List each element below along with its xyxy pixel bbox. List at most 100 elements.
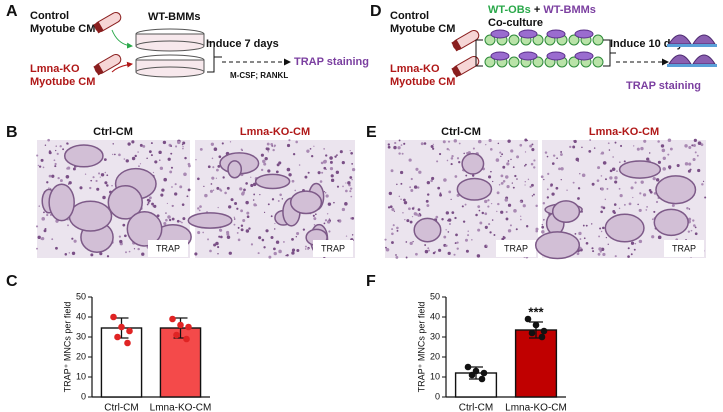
speck	[264, 156, 268, 161]
speck	[71, 251, 76, 256]
cell-blob	[227, 160, 243, 179]
speck	[92, 176, 95, 179]
speck	[447, 251, 451, 256]
speck	[692, 143, 696, 147]
speck	[342, 185, 344, 188]
speck	[490, 202, 493, 205]
coculture-icon	[484, 29, 604, 68]
speck	[655, 200, 659, 204]
speck	[278, 161, 282, 165]
speck	[463, 152, 465, 155]
speck	[583, 237, 586, 240]
speck	[321, 171, 324, 174]
speck	[137, 151, 139, 153]
speck	[465, 174, 468, 177]
speck	[602, 226, 605, 230]
speck	[228, 205, 232, 209]
tube-icon	[451, 56, 480, 78]
speck	[106, 255, 110, 258]
speck	[614, 180, 618, 184]
data-point	[464, 363, 472, 371]
speck	[336, 154, 338, 156]
speck	[210, 183, 213, 185]
speck	[513, 209, 517, 213]
speck	[524, 163, 527, 166]
speck	[600, 175, 603, 177]
speck	[165, 218, 168, 222]
speck	[426, 204, 430, 208]
speck	[246, 211, 250, 215]
speck	[484, 225, 488, 229]
speck	[487, 199, 490, 202]
speck	[127, 142, 131, 146]
speck	[607, 142, 610, 145]
speck	[259, 194, 261, 196]
speck	[241, 149, 243, 151]
speck	[59, 145, 62, 148]
speck	[405, 256, 408, 259]
speck	[456, 247, 459, 250]
speck	[509, 224, 512, 227]
speck	[605, 237, 608, 239]
data-point	[538, 333, 546, 341]
osteoclast	[692, 34, 716, 45]
speck	[90, 179, 93, 182]
readout-label: TRAP staining	[626, 80, 701, 92]
speck	[55, 145, 57, 147]
speck	[445, 244, 448, 247]
speck	[475, 213, 478, 217]
speck	[619, 161, 621, 163]
speck	[446, 147, 449, 151]
speck	[395, 255, 399, 259]
speck	[336, 185, 340, 188]
cell-blob	[413, 217, 442, 243]
speck	[199, 205, 202, 208]
speck	[204, 193, 208, 198]
speck	[618, 187, 621, 190]
speck	[40, 158, 44, 162]
speck	[578, 231, 582, 236]
image-title: Lmna-KO-CM	[240, 126, 310, 138]
speck	[524, 165, 526, 167]
speck	[500, 181, 504, 185]
speck	[294, 189, 297, 192]
speck	[46, 181, 49, 184]
cell-blob	[48, 183, 75, 222]
speck	[640, 146, 644, 151]
speck	[270, 215, 273, 218]
speck	[162, 140, 167, 145]
osteoclast-icon	[667, 34, 717, 67]
speck	[288, 173, 292, 177]
speck	[556, 157, 558, 159]
speck	[207, 165, 211, 169]
speck	[604, 198, 607, 201]
speck	[642, 193, 647, 197]
bone	[691, 44, 717, 47]
speck	[309, 147, 312, 150]
speck	[275, 240, 280, 244]
speck	[241, 192, 245, 196]
speck	[291, 248, 296, 252]
speck	[616, 170, 618, 172]
speck	[500, 155, 502, 158]
cell	[568, 34, 580, 46]
speck	[278, 249, 282, 254]
speck	[491, 219, 494, 221]
speck	[425, 199, 429, 203]
x-tick-label: Ctrl-CM	[459, 403, 493, 412]
speck	[171, 217, 175, 221]
speck	[403, 198, 406, 202]
cell-blob	[653, 208, 689, 237]
speck	[174, 192, 178, 196]
speck	[466, 151, 469, 155]
speck	[505, 211, 508, 214]
speck	[591, 247, 594, 250]
y-tick-label: 30	[430, 331, 440, 341]
speck	[428, 249, 430, 252]
speck	[141, 252, 145, 256]
speck	[403, 200, 408, 205]
y-tick-label: 0	[81, 391, 86, 401]
speck	[99, 252, 103, 256]
speck	[636, 147, 640, 151]
speck	[260, 168, 264, 172]
